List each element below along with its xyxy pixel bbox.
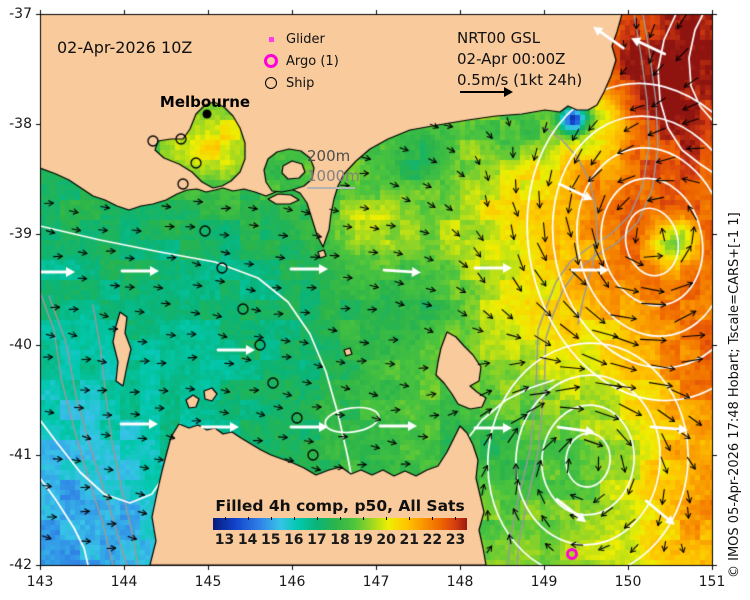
colorbar-tick — [409, 517, 411, 520]
x-tick-label: 146 — [278, 574, 306, 590]
x-tick-label: 145 — [194, 574, 222, 590]
city-label-melbourne: Melbourne — [159, 93, 251, 111]
colorbar-tick-label: 15 — [260, 532, 281, 548]
colorbar-title: Filled 4h comp, p50, All Sats — [215, 497, 465, 515]
x-tick-label: 148 — [446, 574, 474, 590]
ship-marker-icon — [263, 77, 279, 89]
colorbar: Filled 4h comp, p50, All Sats 13 14 15 16 17… — [175, 497, 505, 548]
colorbar-tick-labels: 13 14 15 16 17 18 19 20 21 22 23 — [213, 517, 467, 548]
model-name: NRT00 GSL — [457, 29, 541, 47]
legend-item-ship: Ship — [263, 72, 339, 94]
x-tick-label: 144 — [110, 574, 138, 590]
colorbar-tick — [247, 517, 249, 520]
x-tick-label: 151 — [698, 574, 726, 590]
argo-marker-icon — [263, 54, 279, 68]
observation-legend: Glider Argo (1) Ship — [263, 28, 339, 94]
legend-label: Ship — [286, 75, 315, 91]
date-label: 02-Apr-2026 10Z — [57, 38, 193, 57]
colorbar-tick-label: 19 — [353, 532, 373, 548]
colorbar-tick-label: 21 — [399, 532, 420, 548]
glider-marker-icon — [263, 36, 279, 42]
x-tick-label: 147 — [362, 574, 390, 590]
y-tick-label: -42 — [9, 557, 32, 573]
colorbar-tick-label: 22 — [422, 532, 443, 548]
colorbar-tick — [224, 517, 226, 520]
contour-legend-200m: 200m — [307, 147, 351, 165]
colorbar-tick-label: 23 — [445, 532, 466, 548]
legend-item-glider: Glider — [263, 28, 339, 50]
velocity-field-info: NRT00 GSL 02-Apr 00:00Z 0.5m/s (1kt 24h) — [457, 28, 582, 91]
colorbar-tick-label: 18 — [330, 532, 350, 548]
x-tick-label: 143 — [26, 574, 54, 590]
colorbar-tick-label: 13 — [214, 532, 235, 548]
legend-label: Glider — [286, 31, 325, 47]
colorbar-tick — [293, 517, 295, 520]
x-tick-label: 149 — [530, 574, 558, 590]
colorbar-tick-label: 16 — [284, 532, 304, 548]
colorbar-tick — [270, 517, 272, 520]
colorbar-tick — [363, 517, 365, 520]
contour-legend-1000m: 1000m — [307, 167, 360, 185]
copyright-vertical-text: © IMOS 05-Apr-2026 17:48 Hobart; Tscale=… — [727, 212, 742, 578]
colorbar-tick — [455, 517, 457, 520]
y-tick-label: -39 — [9, 226, 32, 243]
y-tick-label: -37 — [9, 6, 32, 22]
velocity-scale: 0.5m/s (1kt 24h) — [457, 71, 583, 89]
colorbar-tick — [386, 517, 388, 520]
colorbar-tick — [316, 517, 318, 520]
legend-label: Argo (1) — [286, 53, 339, 69]
colorbar-gradient — [213, 518, 467, 530]
colorbar-tick — [432, 517, 434, 520]
model-time: 02-Apr 00:00Z — [457, 50, 566, 68]
contour-legend-line — [307, 187, 355, 189]
colorbar-tick — [340, 517, 341, 520]
colorbar-tick-label: 20 — [376, 532, 396, 548]
x-tick-label: 150 — [614, 574, 642, 590]
y-tick-label: -40 — [9, 336, 32, 353]
y-tick-label: -38 — [9, 116, 32, 133]
legend-item-argo: Argo (1) — [263, 50, 339, 72]
velocity-scale-arrow-icon — [460, 87, 513, 97]
y-tick-label: -41 — [9, 446, 32, 463]
colorbar-tick-label: 14 — [237, 532, 258, 548]
colorbar-tick-label: 17 — [307, 532, 327, 548]
